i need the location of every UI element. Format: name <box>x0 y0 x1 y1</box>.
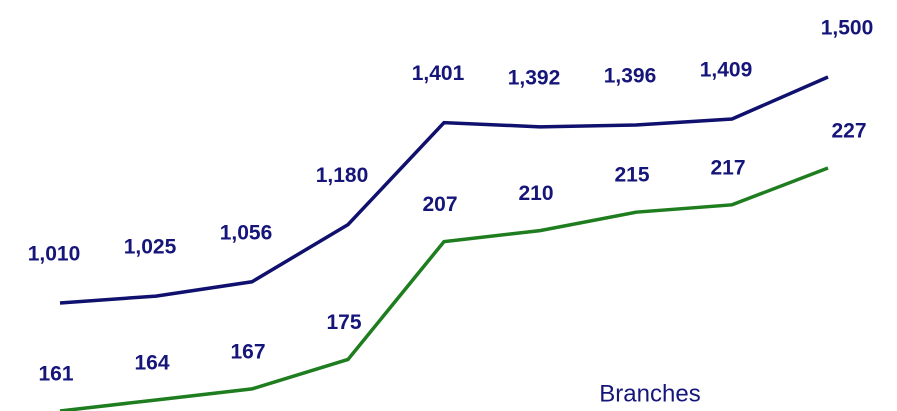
value-label: 161 <box>38 363 73 386</box>
value-label: 217 <box>710 156 745 179</box>
value-label: 227 <box>831 120 866 143</box>
legend-label: Branches <box>599 380 700 407</box>
value-label: 210 <box>518 182 553 205</box>
value-label: 167 <box>230 340 265 363</box>
value-label: 1,010 <box>28 243 81 266</box>
value-label: 207 <box>422 193 457 216</box>
series-line <box>59 166 829 411</box>
value-label: 1,180 <box>316 164 369 187</box>
series-line <box>59 75 829 305</box>
value-label: 1,500 <box>821 17 874 40</box>
value-label: 215 <box>614 164 649 187</box>
value-label: 175 <box>326 311 361 334</box>
value-label: 1,409 <box>700 59 753 82</box>
value-label: 1,396 <box>604 65 657 88</box>
value-label: 1,392 <box>508 66 561 89</box>
value-label: 1,025 <box>124 236 177 259</box>
value-label: 164 <box>134 352 169 375</box>
value-label: 1,401 <box>412 62 465 85</box>
value-label: 1,056 <box>220 221 273 244</box>
